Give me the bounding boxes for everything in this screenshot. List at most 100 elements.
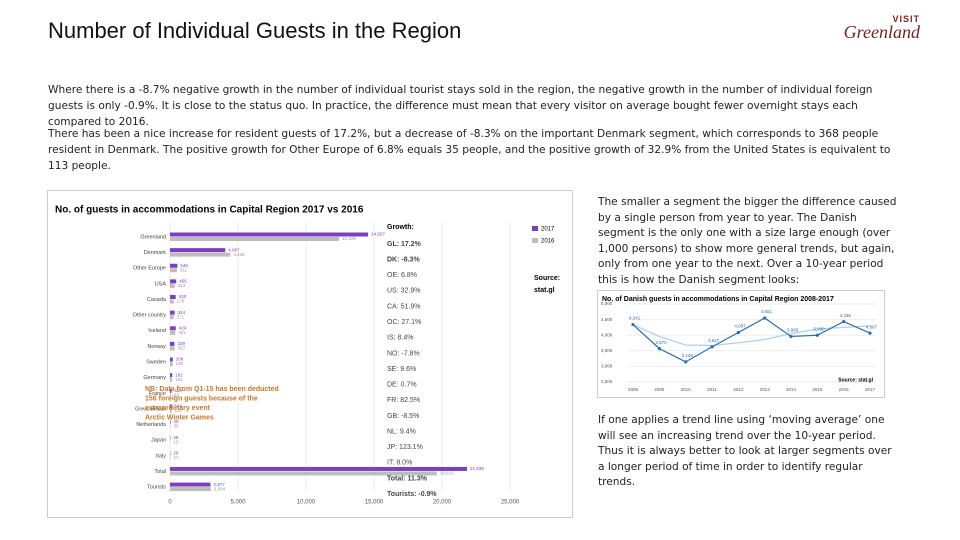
value-label: 27: [173, 455, 179, 460]
bar: [170, 388, 172, 393]
growth-label: DK: -8.3%: [387, 256, 420, 263]
note: Arctic Winter Games: [145, 414, 214, 421]
growth-label: US: 32.9%: [387, 288, 420, 295]
x-tick-label: 2009: [654, 387, 665, 392]
x-tick-label: 2015: [812, 387, 823, 392]
growth-label: OE: 6.8%: [387, 272, 417, 279]
chart-title: No. of Danish guests in accommodations i…: [602, 296, 834, 303]
legend-swatch: [532, 226, 538, 231]
category-label: Netherlands: [136, 422, 166, 428]
growth-label: OC: 27.1%: [387, 319, 421, 326]
category-label: Tourists: [147, 485, 166, 491]
note: NB: Data from Q1-15 has been deducted: [145, 386, 279, 393]
value-label: 161: [175, 377, 183, 382]
value-label: 343: [178, 283, 186, 288]
point: [684, 360, 688, 364]
category-label: Other Europe: [133, 266, 166, 272]
growth-label: FR: 82.5%: [387, 397, 420, 404]
bar: [170, 310, 175, 315]
growth-label: JP: 123.1%: [387, 444, 423, 451]
category-label: Total: [154, 469, 166, 475]
bar: [170, 373, 173, 378]
y-tick-label: 4,500: [601, 317, 613, 322]
bar: [170, 346, 175, 351]
growth-label: SE: 9.6%: [387, 366, 416, 373]
chart-frame: [597, 290, 885, 398]
y-tick-label: 4,000: [601, 332, 613, 337]
value-label: 357: [178, 346, 186, 351]
value-label: 13: [173, 439, 179, 444]
bar: [170, 268, 177, 273]
growth-label: CA: 51.9%: [387, 303, 420, 310]
logo: VISIT Greenland: [844, 14, 920, 43]
bar: [170, 252, 231, 257]
point: [789, 334, 793, 339]
value-label: 3,004: [214, 486, 226, 491]
growth-label: GL: 17.2%: [387, 241, 422, 248]
bar: [170, 393, 171, 398]
value-label: 14,567: [371, 232, 385, 237]
chart-title: No. of guests in accommodations in Capit…: [55, 205, 364, 216]
point: [868, 331, 872, 335]
bar: [170, 466, 468, 471]
note: extraordinary event: [145, 405, 211, 412]
value-label: 3,999: [813, 326, 825, 331]
bar: [170, 404, 172, 409]
x-tick-label: 2012: [733, 387, 744, 392]
slide-title: Number of Individual Guests in the Regio…: [48, 18, 462, 43]
side-text: The smaller a segment the bigger the dif…: [598, 196, 897, 286]
bar: [170, 326, 176, 331]
bar: [170, 362, 173, 367]
category-label: Sweden: [146, 359, 166, 365]
value-label: 546: [180, 263, 188, 268]
category-label: Greenland: [140, 234, 166, 240]
x-tick-label: 2008: [628, 387, 639, 392]
value-label: 4,067: [866, 324, 878, 329]
value-label: 29: [173, 451, 179, 456]
x-tick-label: 0: [168, 500, 172, 506]
value-label: 511: [180, 267, 188, 272]
value-label: 4,341: [629, 316, 641, 321]
value-label: 29: [173, 435, 179, 440]
bar: [170, 330, 176, 335]
value-label: 12,429: [342, 236, 356, 241]
value-label: 190: [176, 361, 184, 366]
x-tick-label: 15,000: [365, 500, 384, 506]
category-label: Italy: [156, 453, 166, 459]
bar: [170, 232, 369, 237]
paragraph: Where there is a -8.7% negative growth i…: [48, 84, 873, 128]
series-line: [632, 317, 871, 363]
bar: [170, 357, 173, 362]
value-label: 21,839: [470, 466, 484, 471]
category-label: Japan: [151, 438, 166, 444]
source-label: Source:: [534, 275, 560, 282]
value-label: 4,435: [840, 313, 852, 318]
point: [736, 330, 740, 335]
category-label: France: [149, 391, 166, 397]
growth-label: GB: -8.5%: [387, 413, 419, 420]
value-label: 63: [174, 392, 180, 397]
bar: [170, 377, 173, 382]
line-chart: No. of Danish guests in accommodations i…: [597, 290, 885, 398]
y-tick-label: 5,000: [601, 301, 613, 306]
value-label: 4,067: [228, 247, 240, 252]
value-label: 456: [179, 279, 187, 284]
category-label: Denmark: [144, 250, 167, 256]
bar: [170, 279, 177, 284]
legend-swatch: [532, 238, 538, 243]
bar: [170, 471, 437, 476]
bar: [170, 299, 174, 304]
bar: [170, 408, 172, 413]
chart-frame: [47, 190, 573, 518]
logo-bottom: Greenland: [843, 22, 920, 42]
point: [763, 316, 767, 320]
value-label: 113: [175, 408, 183, 413]
value-label: 420: [179, 294, 187, 299]
growth-label: NO: -7.8%: [387, 350, 420, 357]
point: [657, 347, 661, 351]
value-label: 2,977: [213, 482, 225, 487]
point: [815, 333, 819, 337]
bar: [170, 295, 176, 300]
growth-label: Total: 11.3%: [387, 475, 428, 482]
source: Source: stat.gl: [838, 377, 873, 383]
